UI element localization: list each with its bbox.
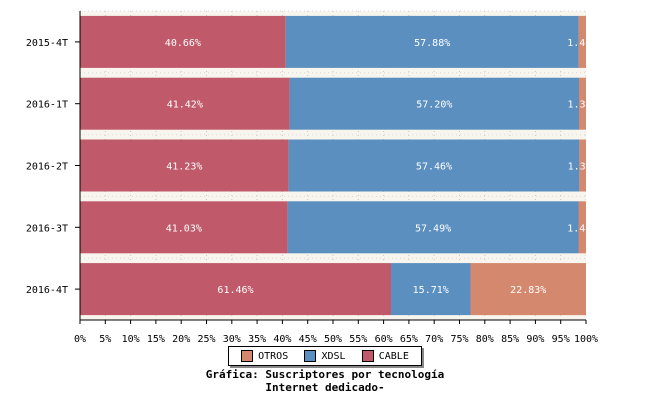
data-label-otros: 22.83% — [510, 285, 546, 296]
data-label-xdsl: 57.49% — [415, 223, 451, 234]
x-tick-label: 100% — [574, 334, 598, 345]
x-tick-label: 10% — [122, 334, 140, 345]
y-tick-label: 2016-4T — [26, 285, 68, 296]
y-tick-label: 2016-1T — [26, 100, 68, 111]
x-tick-label: 40% — [273, 334, 291, 345]
data-label-xdsl: 57.46% — [416, 162, 452, 173]
bar-otros — [470, 263, 586, 316]
x-tick-label: 95% — [552, 334, 570, 345]
data-label-cable: 41.42% — [167, 100, 203, 111]
bar-xdsl — [289, 77, 580, 130]
bar-xdsl — [288, 139, 580, 192]
bar-cable — [80, 201, 288, 254]
bar-otros — [579, 77, 586, 130]
data-label-cable: 41.03% — [166, 223, 202, 234]
x-tick-label: 65% — [400, 334, 418, 345]
legend-swatch-otros — [241, 350, 254, 362]
bar-otros — [578, 201, 586, 254]
data-label-xdsl: 15.71% — [413, 285, 449, 296]
chart-title-block: Gráfica: Suscriptores por tecnología Int… — [190, 368, 460, 394]
bar-otros — [579, 139, 586, 192]
bar-xdsl — [390, 263, 471, 316]
y-tick-label: 2015-4T — [26, 38, 68, 49]
x-tick-label: 15% — [147, 334, 165, 345]
chart-subtitle: Internet dedicado- — [265, 381, 385, 394]
legend-swatch-xdsl — [304, 350, 317, 362]
x-tick-label: 70% — [425, 334, 443, 345]
legend-item-xdsl: XDSL — [304, 350, 346, 362]
data-label-cable: 41.23% — [166, 162, 202, 173]
x-tick-label: 20% — [172, 334, 190, 345]
legend-label-otros: OTROS — [258, 350, 289, 362]
data-label-xdsl: 57.88% — [414, 38, 450, 49]
x-tick-label: 75% — [450, 334, 468, 345]
data-label-otros: 1.31% — [568, 162, 598, 173]
x-tick-label: 60% — [375, 334, 393, 345]
bar-cable — [80, 263, 391, 316]
bar-xdsl — [287, 201, 579, 254]
data-label-cable: 40.66% — [165, 38, 201, 49]
bar-cable — [80, 139, 289, 192]
data-label-otros: 1.38% — [567, 100, 597, 111]
legend-label-xdsl: XDSL — [321, 350, 346, 362]
x-tick-label: 50% — [324, 334, 342, 345]
bar-cable — [80, 15, 286, 68]
x-tick-label: 35% — [248, 334, 266, 345]
x-tick-label: 85% — [501, 334, 519, 345]
data-label-otros: 1.46% — [567, 38, 597, 49]
bar-xdsl — [285, 15, 579, 68]
bar-cable — [80, 77, 290, 130]
data-label-xdsl: 57.20% — [416, 100, 452, 111]
legend: OTROS XDSL CABLE — [228, 346, 422, 366]
x-tick-label: 0% — [74, 334, 86, 345]
legend-item-cable: CABLE — [361, 350, 409, 362]
x-tick-label: 45% — [299, 334, 317, 345]
data-label-cable: 61.46% — [217, 285, 253, 296]
chart-title: Gráfica: Suscriptores por tecnología — [205, 368, 445, 381]
y-tick-label: 2016-2T — [26, 162, 68, 173]
y-tick-label: 2016-3T — [26, 223, 68, 234]
x-tick-label: 25% — [197, 334, 215, 345]
x-tick-label: 80% — [476, 334, 494, 345]
bar-otros — [578, 15, 586, 68]
legend-label-cable: CABLE — [378, 350, 409, 362]
x-tick-label: 5% — [99, 334, 111, 345]
x-tick-label: 55% — [349, 334, 367, 345]
right-margin — [586, 11, 650, 321]
legend-item-otros: OTROS — [241, 350, 288, 362]
x-tick-label: 90% — [526, 334, 544, 345]
data-label-otros: 1.48% — [567, 223, 597, 234]
x-tick-label: 30% — [223, 334, 241, 345]
legend-swatch-cable — [361, 350, 374, 362]
